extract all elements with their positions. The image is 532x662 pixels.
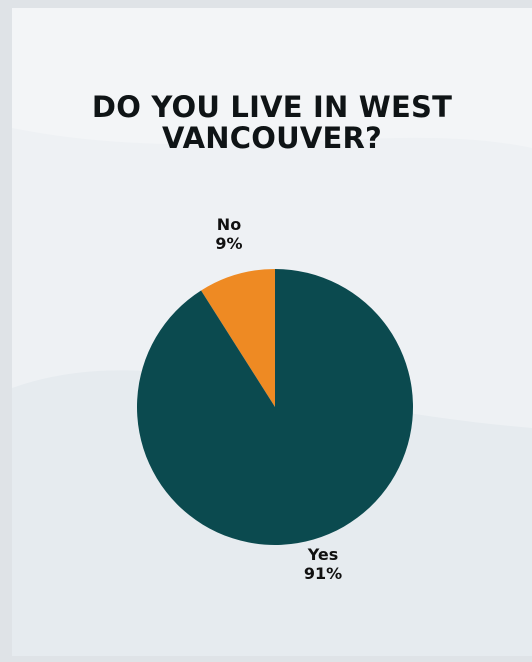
- slice-value-yes: 91%: [304, 564, 342, 583]
- poll-card: DO YOU LIVE IN WEST VANCOUVER? No 9% Yes 91…: [12, 8, 532, 656]
- chart-title: DO YOU LIVE IN WEST VANCOUVER?: [12, 92, 532, 154]
- slice-label-yes: Yes: [307, 545, 339, 564]
- slice-value-no: 9%: [215, 234, 242, 253]
- pie-slice-yes: [137, 269, 413, 545]
- chart-title-line-2: VANCOUVER?: [161, 121, 383, 155]
- chart-title-line-1: DO YOU LIVE IN WEST: [91, 90, 453, 124]
- pie-slices: [137, 269, 413, 545]
- pie-slice-no: [201, 269, 275, 407]
- slice-label-no: No: [217, 215, 241, 234]
